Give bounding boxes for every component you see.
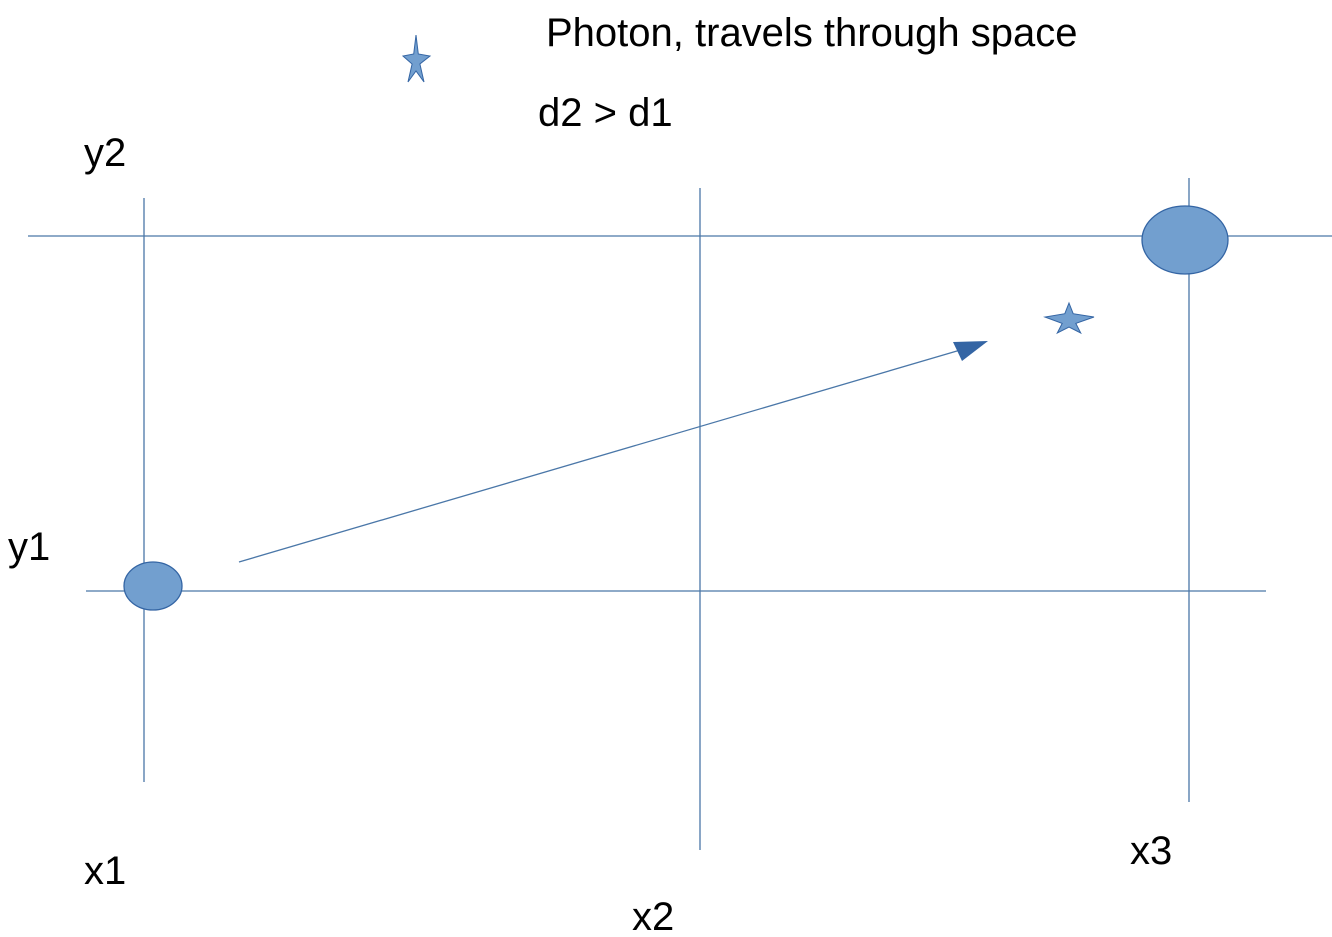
- legend-star-icon: [403, 35, 430, 82]
- label-x3: x3: [1130, 829, 1172, 873]
- photon-path-arrow: [239, 346, 974, 562]
- diagram-title: Photon, travels through space: [546, 11, 1077, 55]
- label-x2: x2: [632, 895, 674, 937]
- arrow-head: [953, 341, 988, 361]
- label-y2: y2: [84, 131, 126, 175]
- star-icon: [1045, 303, 1094, 333]
- small-body: [124, 562, 182, 610]
- distance-relation: d2 > d1: [538, 91, 673, 135]
- label-y1: y1: [8, 525, 50, 569]
- large-body: [1142, 206, 1228, 274]
- label-x1: x1: [84, 849, 126, 893]
